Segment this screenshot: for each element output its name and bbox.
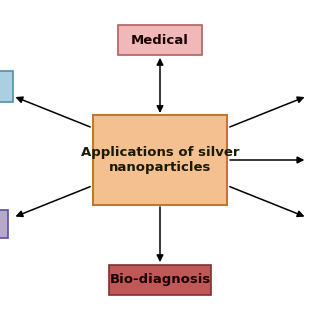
Text: Bio-diagnosis: Bio-diagnosis — [109, 274, 211, 286]
FancyBboxPatch shape — [0, 71, 13, 101]
Text: Medical: Medical — [131, 34, 189, 46]
FancyBboxPatch shape — [109, 265, 211, 295]
FancyBboxPatch shape — [118, 25, 202, 55]
FancyBboxPatch shape — [93, 115, 227, 205]
FancyBboxPatch shape — [0, 210, 8, 238]
Text: Applications of silver
nanoparticles: Applications of silver nanoparticles — [81, 146, 239, 174]
